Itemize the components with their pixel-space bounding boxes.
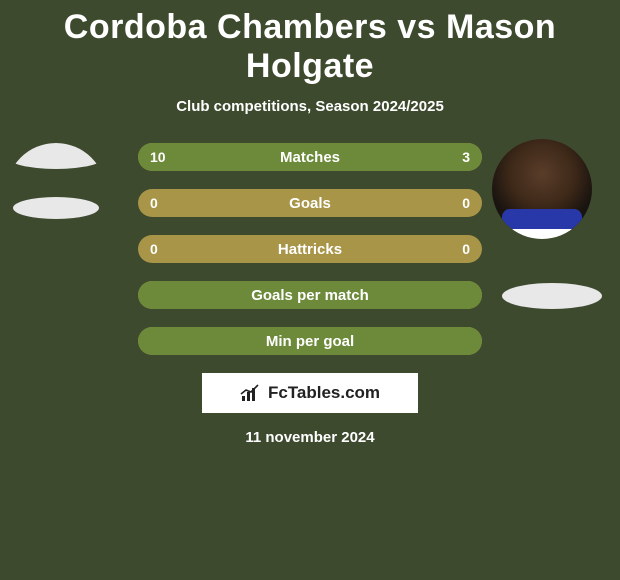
stat-row: 103Matches xyxy=(138,143,482,171)
stat-row: 00Goals xyxy=(138,189,482,217)
comparison-content: 103Matches 00Goals 00Hattricks Goals per ma… xyxy=(0,143,620,446)
player-right-flag xyxy=(502,283,602,309)
branding-text: FcTables.com xyxy=(268,383,380,403)
stat-label: Matches xyxy=(138,149,482,166)
player-left-avatar xyxy=(6,143,106,243)
stat-label: Goals per match xyxy=(138,287,482,304)
stat-label: Min per goal xyxy=(138,333,482,350)
chart-icon xyxy=(240,384,262,402)
placeholder-oval xyxy=(13,197,99,219)
comparison-bars: 103Matches 00Goals 00Hattricks Goals per ma… xyxy=(138,143,482,355)
stat-label: Hattricks xyxy=(138,241,482,258)
player-right-avatar xyxy=(492,139,592,239)
stat-row: Min per goal xyxy=(138,327,482,355)
stat-row: 00Hattricks xyxy=(138,235,482,263)
date-text: 11 november 2024 xyxy=(0,429,620,446)
placeholder-oval xyxy=(6,143,106,169)
stat-row: Goals per match xyxy=(138,281,482,309)
branding-badge: FcTables.com xyxy=(202,373,418,413)
page-title: Cordoba Chambers vs Mason Holgate xyxy=(0,0,620,86)
stat-label: Goals xyxy=(138,195,482,212)
subtitle: Club competitions, Season 2024/2025 xyxy=(0,98,620,115)
